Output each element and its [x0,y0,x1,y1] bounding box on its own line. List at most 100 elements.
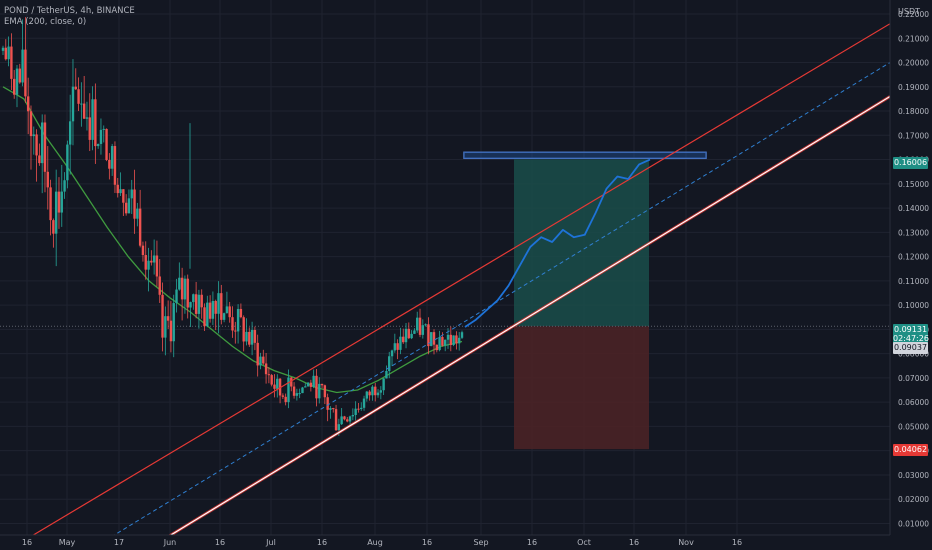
candle-body [306,382,310,387]
time-axis-bg [0,535,932,550]
time-axis: 16 May 17 Jun 16 Jul 16 Aug 16 Sep 16 Oct 16 Nov 16 [0,534,932,550]
candle-body [332,408,335,410]
candle-body [421,325,425,335]
candle-body [68,121,72,145]
candle-body [208,302,212,319]
candle-body [40,122,44,164]
candle-body [52,220,55,234]
candle-body [404,328,408,343]
time-tick-label: 16 [629,538,639,547]
currency-label: USDT [898,7,920,16]
candle-body [399,336,402,350]
candle-body [435,344,439,351]
price-tick-label: 0.14000 [898,204,929,213]
candle-body [122,189,125,203]
candle-body [284,396,287,403]
candle-body [390,350,394,357]
candle-body [180,277,184,300]
candle-body [91,99,94,140]
channel-lower-line [149,95,891,549]
candle-body [60,191,63,213]
candle-body [155,255,159,277]
candle-body [323,385,327,398]
candle-body [250,330,254,345]
candle-body [161,294,164,338]
price-tick-label: 0.03000 [898,471,929,480]
candle-body [234,330,237,332]
candle-body [298,393,301,395]
candle-body [351,414,355,417]
symbol-title[interactable]: POND / TetherUS, 4h, BINANCE [4,6,135,16]
time-tick-label: 16 [22,538,32,547]
candle-body [301,387,304,394]
candle-body [413,330,416,334]
candle-body [424,324,427,326]
candle-body [337,424,341,431]
candle-body [24,49,27,97]
candle-body [194,294,198,314]
candle-body [116,184,119,194]
candle-body [192,294,195,303]
candle-body [329,408,332,410]
candle-body [360,407,363,410]
target-box-fill [464,152,706,159]
ema-indicator-label[interactable]: EMA (200, close, 0) [4,17,87,27]
candle-body [172,303,175,342]
time-tick-label: 17 [114,538,124,547]
price-tick-label: 0.12000 [898,253,929,262]
candle-body [178,277,181,290]
candle-body [315,375,318,399]
stop-zone [514,326,649,450]
candle-body [452,335,455,345]
time-tick-label: Sep [473,538,488,547]
candle-body [458,337,461,344]
candle-body [15,68,19,95]
candle-body [133,189,136,219]
price-tick-label: 0.07000 [898,374,929,383]
candle-body [130,189,133,199]
candle-body [460,332,464,338]
candle-body [141,245,145,256]
candle-body [382,378,385,391]
price-tick-label: 0.15000 [898,180,929,189]
candle-body [276,378,279,389]
candle-body [281,395,285,397]
time-tick-label: May [59,538,76,547]
candle-body [29,111,33,137]
candle-body [169,320,173,342]
candle-body [340,416,343,425]
candle-body [136,208,139,219]
candle-body [438,337,441,351]
time-tick-label: 16 [527,538,537,547]
candle-body [239,308,243,318]
candle-body [396,343,399,350]
candle-body [334,409,338,431]
candle-body [304,386,307,388]
price-tick-label: 0.10000 [898,301,929,310]
channel-lines [11,23,891,550]
candle-body [231,317,234,331]
candle-body [4,47,7,60]
candle-body [416,317,419,331]
candle-body [113,146,117,185]
candle-body [26,96,30,112]
price-tick-label: 0.18000 [898,107,929,116]
candle-body [197,294,201,314]
candle-body [147,260,150,270]
candle-body [245,331,248,342]
candle-body [152,255,156,263]
candle-body [379,390,383,393]
candle-body [63,180,66,192]
candle-body [82,103,86,119]
candle-body [256,342,259,366]
candle-body [144,255,147,270]
candle-body [225,306,229,314]
candle-body [393,343,397,351]
candle-body [189,302,192,308]
candle-body [287,377,290,403]
candle-body [449,334,453,345]
time-tick-label: Jun [163,538,177,547]
candle-body [108,159,111,169]
candle-body [217,293,220,314]
